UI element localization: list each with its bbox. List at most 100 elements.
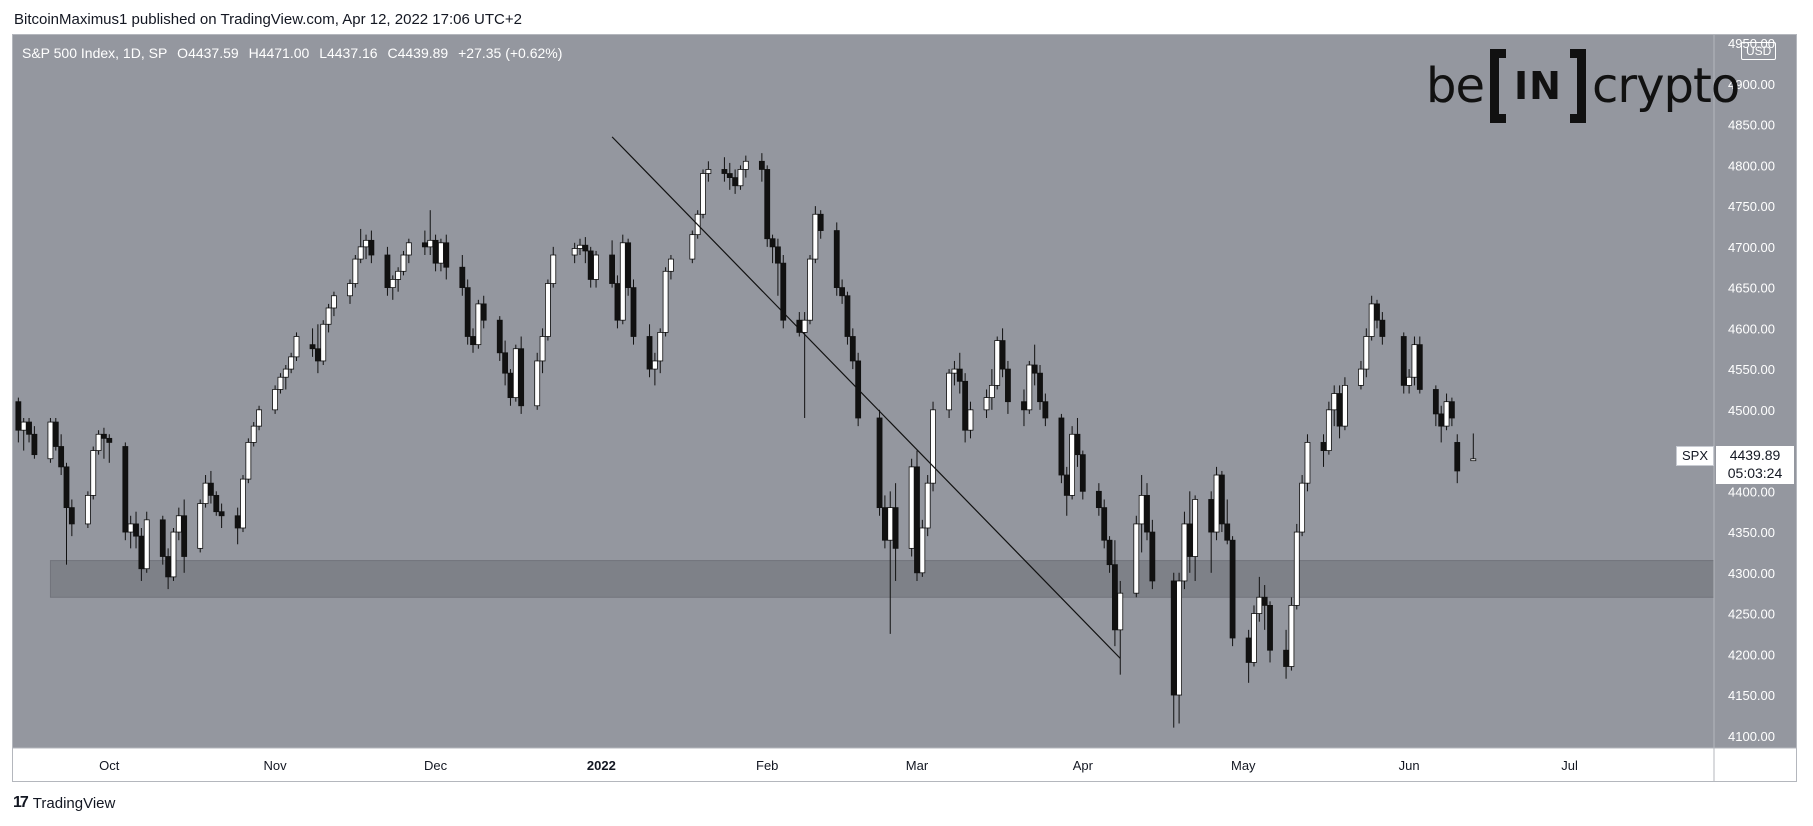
candle xyxy=(52,417,59,451)
candle-body-down xyxy=(764,169,771,240)
candle-body-down xyxy=(1267,605,1273,651)
candle-body-down xyxy=(1005,368,1011,403)
candle xyxy=(839,279,846,304)
plot-background xyxy=(13,35,1714,748)
candle-body-up xyxy=(143,519,150,570)
candle xyxy=(106,434,113,463)
candle-body-up xyxy=(988,384,995,399)
price-tick-label: 4950.00 xyxy=(1728,36,1775,51)
candle xyxy=(1213,466,1220,541)
price-tick-label: 4650.00 xyxy=(1728,281,1775,296)
candle xyxy=(1432,385,1439,427)
candle-body-down xyxy=(732,177,739,187)
price-tick-label: 4150.00 xyxy=(1728,688,1775,703)
candle xyxy=(625,238,632,296)
descending-trendline[interactable] xyxy=(611,136,1121,659)
candle xyxy=(545,279,551,341)
candle xyxy=(1293,523,1300,610)
candle-body-up xyxy=(887,507,894,541)
candle-body-down xyxy=(1101,507,1108,541)
candle-body-up xyxy=(742,160,749,170)
candle-body-down xyxy=(775,246,781,264)
candle xyxy=(876,409,883,516)
candle-body-down xyxy=(646,336,653,370)
time-tick-label: May xyxy=(1231,758,1256,773)
candle xyxy=(1101,499,1108,549)
candle-body-down xyxy=(587,250,594,280)
candle xyxy=(282,365,289,390)
candle-body-down xyxy=(122,446,129,533)
candle xyxy=(159,515,166,565)
candle-body-up xyxy=(1256,596,1263,614)
tradingview-footer[interactable]: 17 TradingView xyxy=(13,794,115,812)
candle xyxy=(662,267,669,337)
candle xyxy=(1363,328,1370,378)
high-value: 4471.00 xyxy=(258,45,310,61)
candle-body-down xyxy=(1374,303,1380,321)
candle-body-down xyxy=(459,266,466,289)
candle-body-down xyxy=(101,433,107,439)
candle xyxy=(256,405,262,431)
candle xyxy=(405,238,412,264)
candle xyxy=(1261,585,1268,630)
candle-body-down xyxy=(1186,523,1193,557)
candle-body-down xyxy=(314,348,321,362)
candle-body-up xyxy=(550,254,557,284)
candle-body-up xyxy=(277,376,284,390)
candle xyxy=(389,275,396,300)
candle-body-up xyxy=(1443,401,1450,427)
candle-body-down xyxy=(518,348,525,407)
candle xyxy=(288,352,295,374)
candle xyxy=(1079,450,1086,500)
candle-body-down xyxy=(876,417,883,509)
candle-body-up xyxy=(320,323,327,362)
candle-body-down xyxy=(1261,596,1268,606)
currency-badge[interactable]: USD xyxy=(1741,42,1777,60)
candle xyxy=(181,499,188,573)
candle xyxy=(657,328,664,374)
candle xyxy=(651,352,658,386)
candle-body-up xyxy=(256,409,262,427)
candle xyxy=(1379,312,1386,345)
candle xyxy=(443,234,450,280)
candle xyxy=(962,373,969,443)
candle-body-down xyxy=(726,173,733,178)
candle xyxy=(801,312,808,418)
candle xyxy=(550,246,557,288)
candle xyxy=(534,352,541,410)
candle xyxy=(245,438,252,484)
candle-body-up xyxy=(1133,523,1140,594)
candle-body-down xyxy=(1224,523,1231,541)
candle-body-down xyxy=(507,372,514,399)
price-tick-label: 4250.00 xyxy=(1728,607,1775,622)
last-price-value: 4439.89 xyxy=(1729,447,1781,463)
candle-body-up xyxy=(202,482,209,504)
candle-body-up xyxy=(352,258,359,284)
candle xyxy=(1095,483,1102,516)
price-tick-label: 4700.00 xyxy=(1728,240,1775,255)
candle-body-up xyxy=(983,397,990,411)
candle-body-up xyxy=(908,466,915,549)
candle xyxy=(1304,434,1311,492)
candle xyxy=(812,206,819,264)
price-axis-background xyxy=(1714,35,1796,748)
candle-body-up xyxy=(545,283,551,337)
candle xyxy=(609,240,615,288)
candles-group xyxy=(15,153,1477,728)
candle-body-up xyxy=(357,246,364,260)
price-tick-label: 4350.00 xyxy=(1728,525,1775,540)
candle-body-down xyxy=(502,352,509,374)
candle-body-up xyxy=(737,169,744,187)
candle xyxy=(775,238,781,296)
candle-body-down xyxy=(962,380,969,431)
candle-body-up xyxy=(1026,364,1033,411)
candle xyxy=(593,250,599,288)
candle-body-down xyxy=(421,242,428,248)
candle-body-up xyxy=(90,450,97,496)
candle xyxy=(1074,417,1081,467)
candle-body-up xyxy=(1304,442,1311,484)
candle xyxy=(1149,519,1156,590)
candle-body-down xyxy=(956,368,963,382)
candle-body-down xyxy=(1454,442,1461,472)
